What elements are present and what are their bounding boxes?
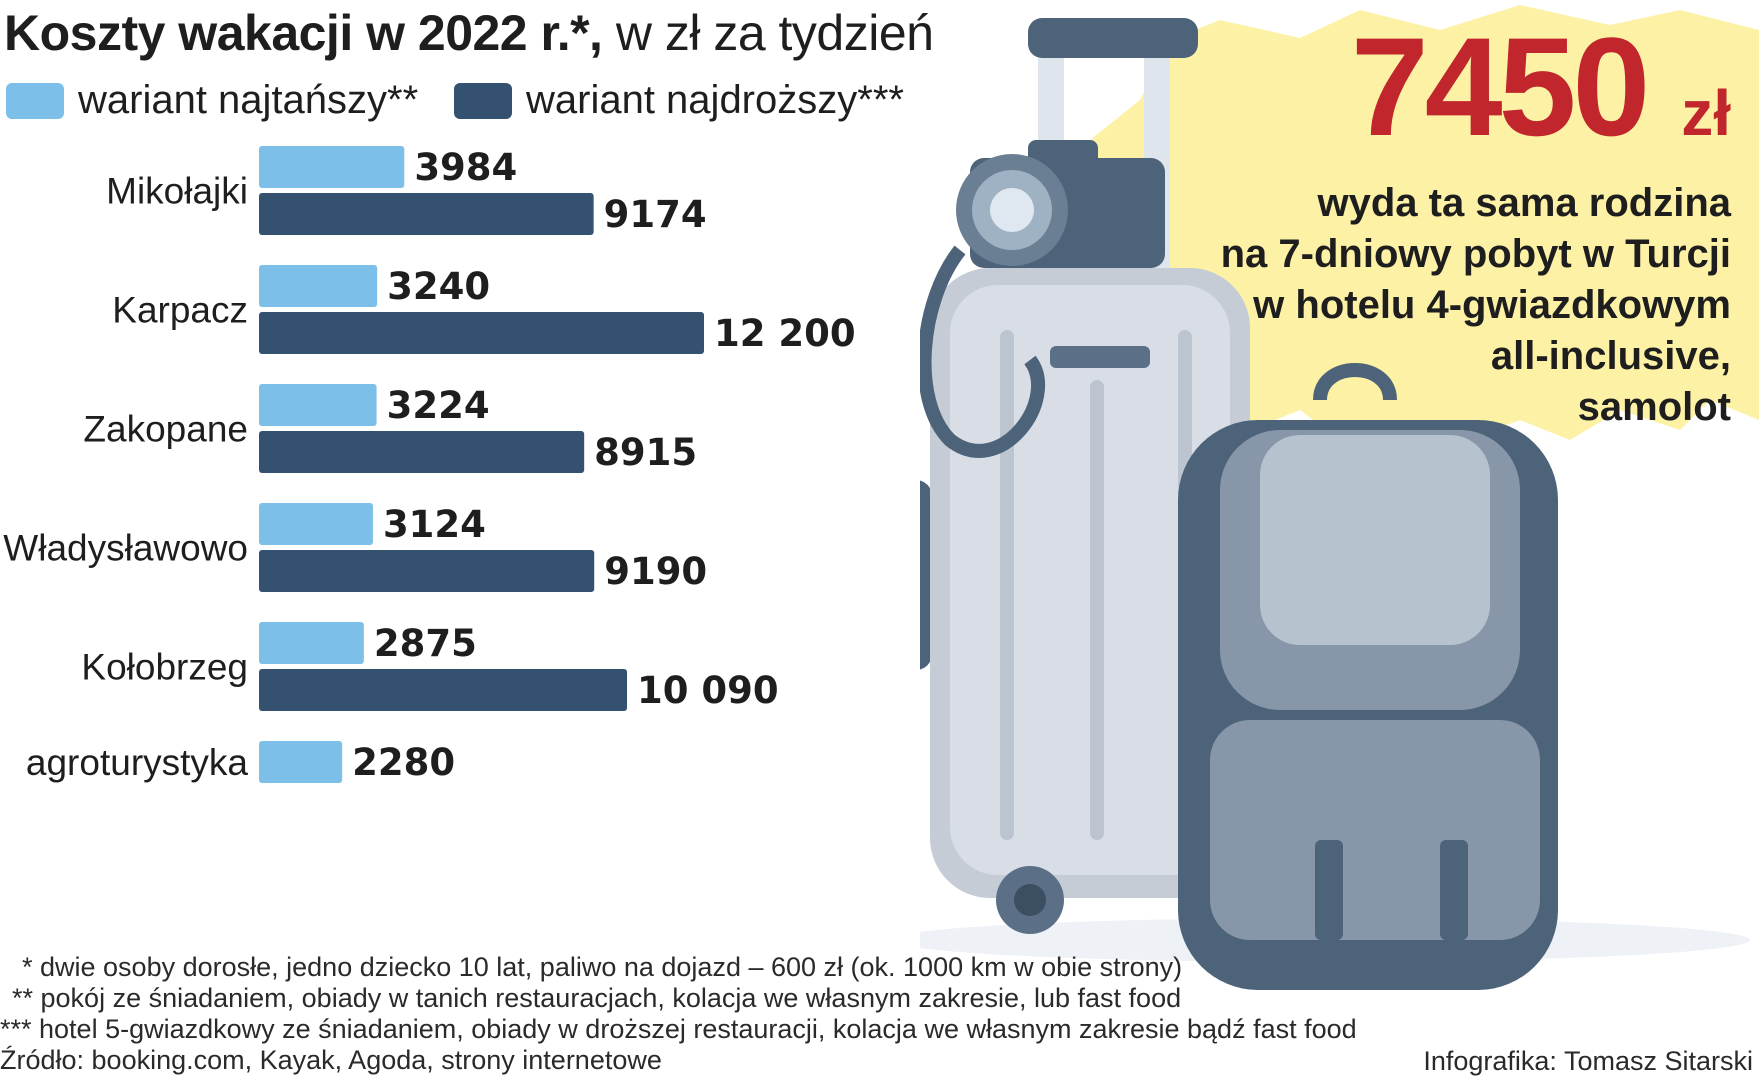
category-label: agroturystyka <box>26 742 249 783</box>
bar <box>259 265 378 307</box>
legend-item-expensive: wariant najdroższy*** <box>454 78 904 123</box>
callout-line: all-inclusive, <box>1490 334 1731 378</box>
bar <box>259 312 704 354</box>
chart-title-rest: w zł za tydzień <box>602 5 934 61</box>
data-label: 9190 <box>604 550 707 593</box>
category-label: Karpacz <box>112 290 248 331</box>
callout-unit: zł <box>1681 77 1731 149</box>
bar <box>259 384 377 426</box>
travel-illustration <box>920 5 1759 990</box>
data-label: 9174 <box>604 193 707 236</box>
legend-swatch-cheap <box>6 82 64 119</box>
bar <box>259 503 373 545</box>
data-label: 2875 <box>374 622 477 665</box>
bar <box>259 741 343 783</box>
callout-line: na 7-dniowy pobyt w Turcji <box>1220 232 1731 276</box>
legend-label-expensive: wariant najdroższy*** <box>526 78 904 122</box>
footnote: *** hotel 5-gwiazdkowy ze śniadaniem, ob… <box>0 1014 1357 1044</box>
bar-chart: Mikołajki 3984 9174 Karpacz 3240 12 200 Zakopa… <box>3 146 856 784</box>
turkey-callout: 7450 zł wyda ta sama rodzina na 7-dniowy… <box>1220 17 1731 433</box>
credit: Infografika: Tomasz Sitarski <box>1423 1046 1753 1076</box>
chart-title-bold: Koszty wakacji w 2022 r.*, <box>4 5 603 61</box>
bar <box>259 193 594 235</box>
callout-line: wyda ta sama rodzina <box>1317 181 1731 225</box>
footnote: ** pokój ze śniadaniem, obiady w tanich … <box>12 983 1182 1013</box>
data-label: 2280 <box>352 741 455 784</box>
category-label: Władysławowo <box>3 528 248 569</box>
bar <box>259 146 405 188</box>
category-label: Mikołajki <box>106 171 248 212</box>
callout-line: samolot <box>1577 385 1731 429</box>
data-label: 3240 <box>387 265 490 308</box>
data-label: 3224 <box>387 384 490 427</box>
chart-title: Koszty wakacji w 2022 r.*, w zł za tydzi… <box>4 4 934 62</box>
camera-icon <box>920 140 1165 458</box>
callout-line: w hotelu 4-gwiazdkowym <box>1253 283 1731 327</box>
bar <box>259 622 364 664</box>
backpack-icon <box>1178 363 1558 990</box>
data-label: 3124 <box>383 503 486 546</box>
data-label: 12 200 <box>714 312 856 355</box>
legend-item-cheap: wariant najtańszy** <box>6 78 418 123</box>
category-label: Zakopane <box>83 409 248 450</box>
source-note: Źródło: booking.com, Kayak, Agoda, stron… <box>0 1045 662 1075</box>
data-label: 8915 <box>594 431 697 474</box>
legend-label-cheap: wariant najtańszy** <box>78 78 419 122</box>
category-label: Kołobrzeg <box>81 647 248 688</box>
bar <box>259 550 595 592</box>
data-label: 3984 <box>414 146 517 189</box>
callout-value: 7450 <box>1350 8 1650 165</box>
legend-swatch-expensive <box>454 82 512 119</box>
data-label: 10 090 <box>637 669 779 712</box>
footnotes: * dwie osoby dorosłe, jedno dziecko 10 l… <box>0 952 1357 1076</box>
callout-amount: 7450 zł <box>1221 17 1731 178</box>
footnote: * dwie osoby dorosłe, jedno dziecko 10 l… <box>22 952 1183 982</box>
bar <box>259 431 585 473</box>
bar <box>259 669 628 711</box>
